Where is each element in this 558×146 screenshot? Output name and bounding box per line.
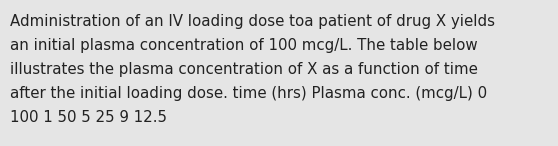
- Text: 100 1 50 5 25 9 12.5: 100 1 50 5 25 9 12.5: [10, 110, 167, 125]
- Text: illustrates the plasma concentration of X as a function of time: illustrates the plasma concentration of …: [10, 62, 478, 77]
- Text: an initial plasma concentration of 100 mcg/L. The table below: an initial plasma concentration of 100 m…: [10, 38, 478, 53]
- Text: after the initial loading dose. time (hrs) Plasma conc. (mcg/L) 0: after the initial loading dose. time (hr…: [10, 86, 487, 101]
- Text: Administration of an IV loading dose toa patient of drug X yields: Administration of an IV loading dose toa…: [10, 14, 495, 29]
